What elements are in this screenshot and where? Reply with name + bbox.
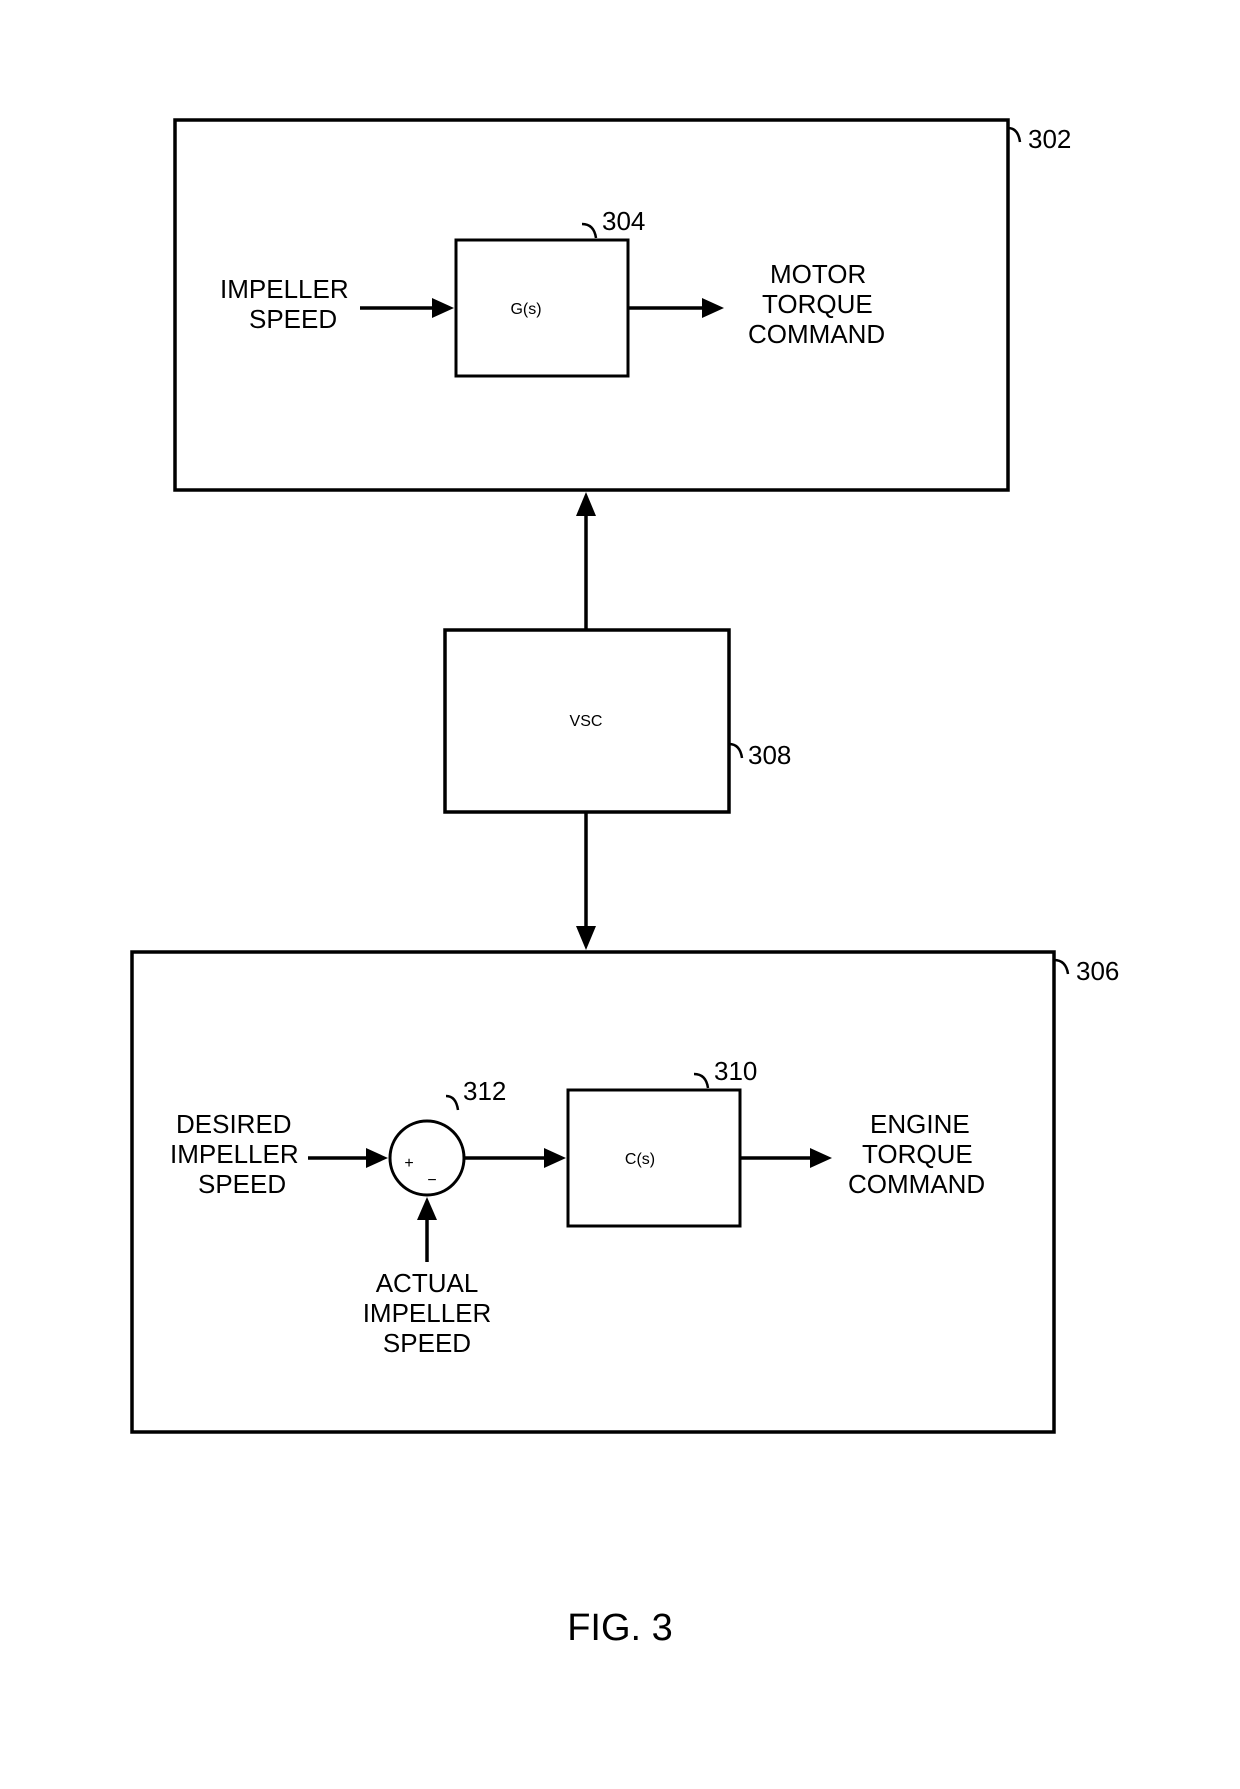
feedback-l1: ACTUAL [376,1268,479,1298]
figure-label: FIG. 3 [567,1607,673,1649]
top-out-l3: COMMAND [748,319,885,349]
arrow-vsc-down-head [576,926,596,950]
figure-3-diagram: 302 IMPELLER SPEED G(s) 304 MOTOR TORQUE… [0,0,1240,1789]
arrow-into-gs-head [432,298,454,318]
summer-minus: − [427,1172,436,1189]
top-out-l1: MOTOR [770,259,866,289]
arrow-vsc-up-head [576,492,596,516]
arrow-sum-to-cs-head [544,1148,566,1168]
bot-in-l2: IMPELLER [170,1139,299,1169]
top-input-l1: IMPELLER [220,274,349,304]
ref-312: 312 [463,1076,506,1106]
ref-302: 302 [1028,124,1071,154]
ref-304: 304 [602,206,645,236]
ref-306-leader [1054,960,1068,974]
ref-310-leader [694,1074,708,1088]
ref-312-leader [446,1096,458,1110]
ref-304-leader [582,224,596,238]
arrow-feedback-head [417,1197,437,1220]
bot-in-l1: DESIRED [176,1109,292,1139]
bot-out-l1: ENGINE [870,1109,970,1139]
vsc-label: VSC [570,713,603,730]
ref-310: 310 [714,1056,757,1086]
arrow-out-gs-head [702,298,724,318]
ref-302-leader [1008,128,1020,142]
feedback-l3: SPEED [383,1328,471,1358]
summer-plus: + [404,1155,413,1172]
arrow-into-sum-head [366,1148,388,1168]
feedback-l2: IMPELLER [363,1298,492,1328]
top-out-l2: TORQUE [762,289,873,319]
gs-box [456,240,628,376]
cs-label: C(s) [625,1151,655,1168]
arrow-out-cs-head [810,1148,832,1168]
top-input-l2: SPEED [249,304,337,334]
ref-308: 308 [748,740,791,770]
ref-308-leader [729,744,742,758]
gs-label: G(s) [510,301,541,318]
bot-out-l3: COMMAND [848,1169,985,1199]
ref-306: 306 [1076,956,1119,986]
bot-in-l3: SPEED [198,1169,286,1199]
bot-out-l2: TORQUE [862,1139,973,1169]
